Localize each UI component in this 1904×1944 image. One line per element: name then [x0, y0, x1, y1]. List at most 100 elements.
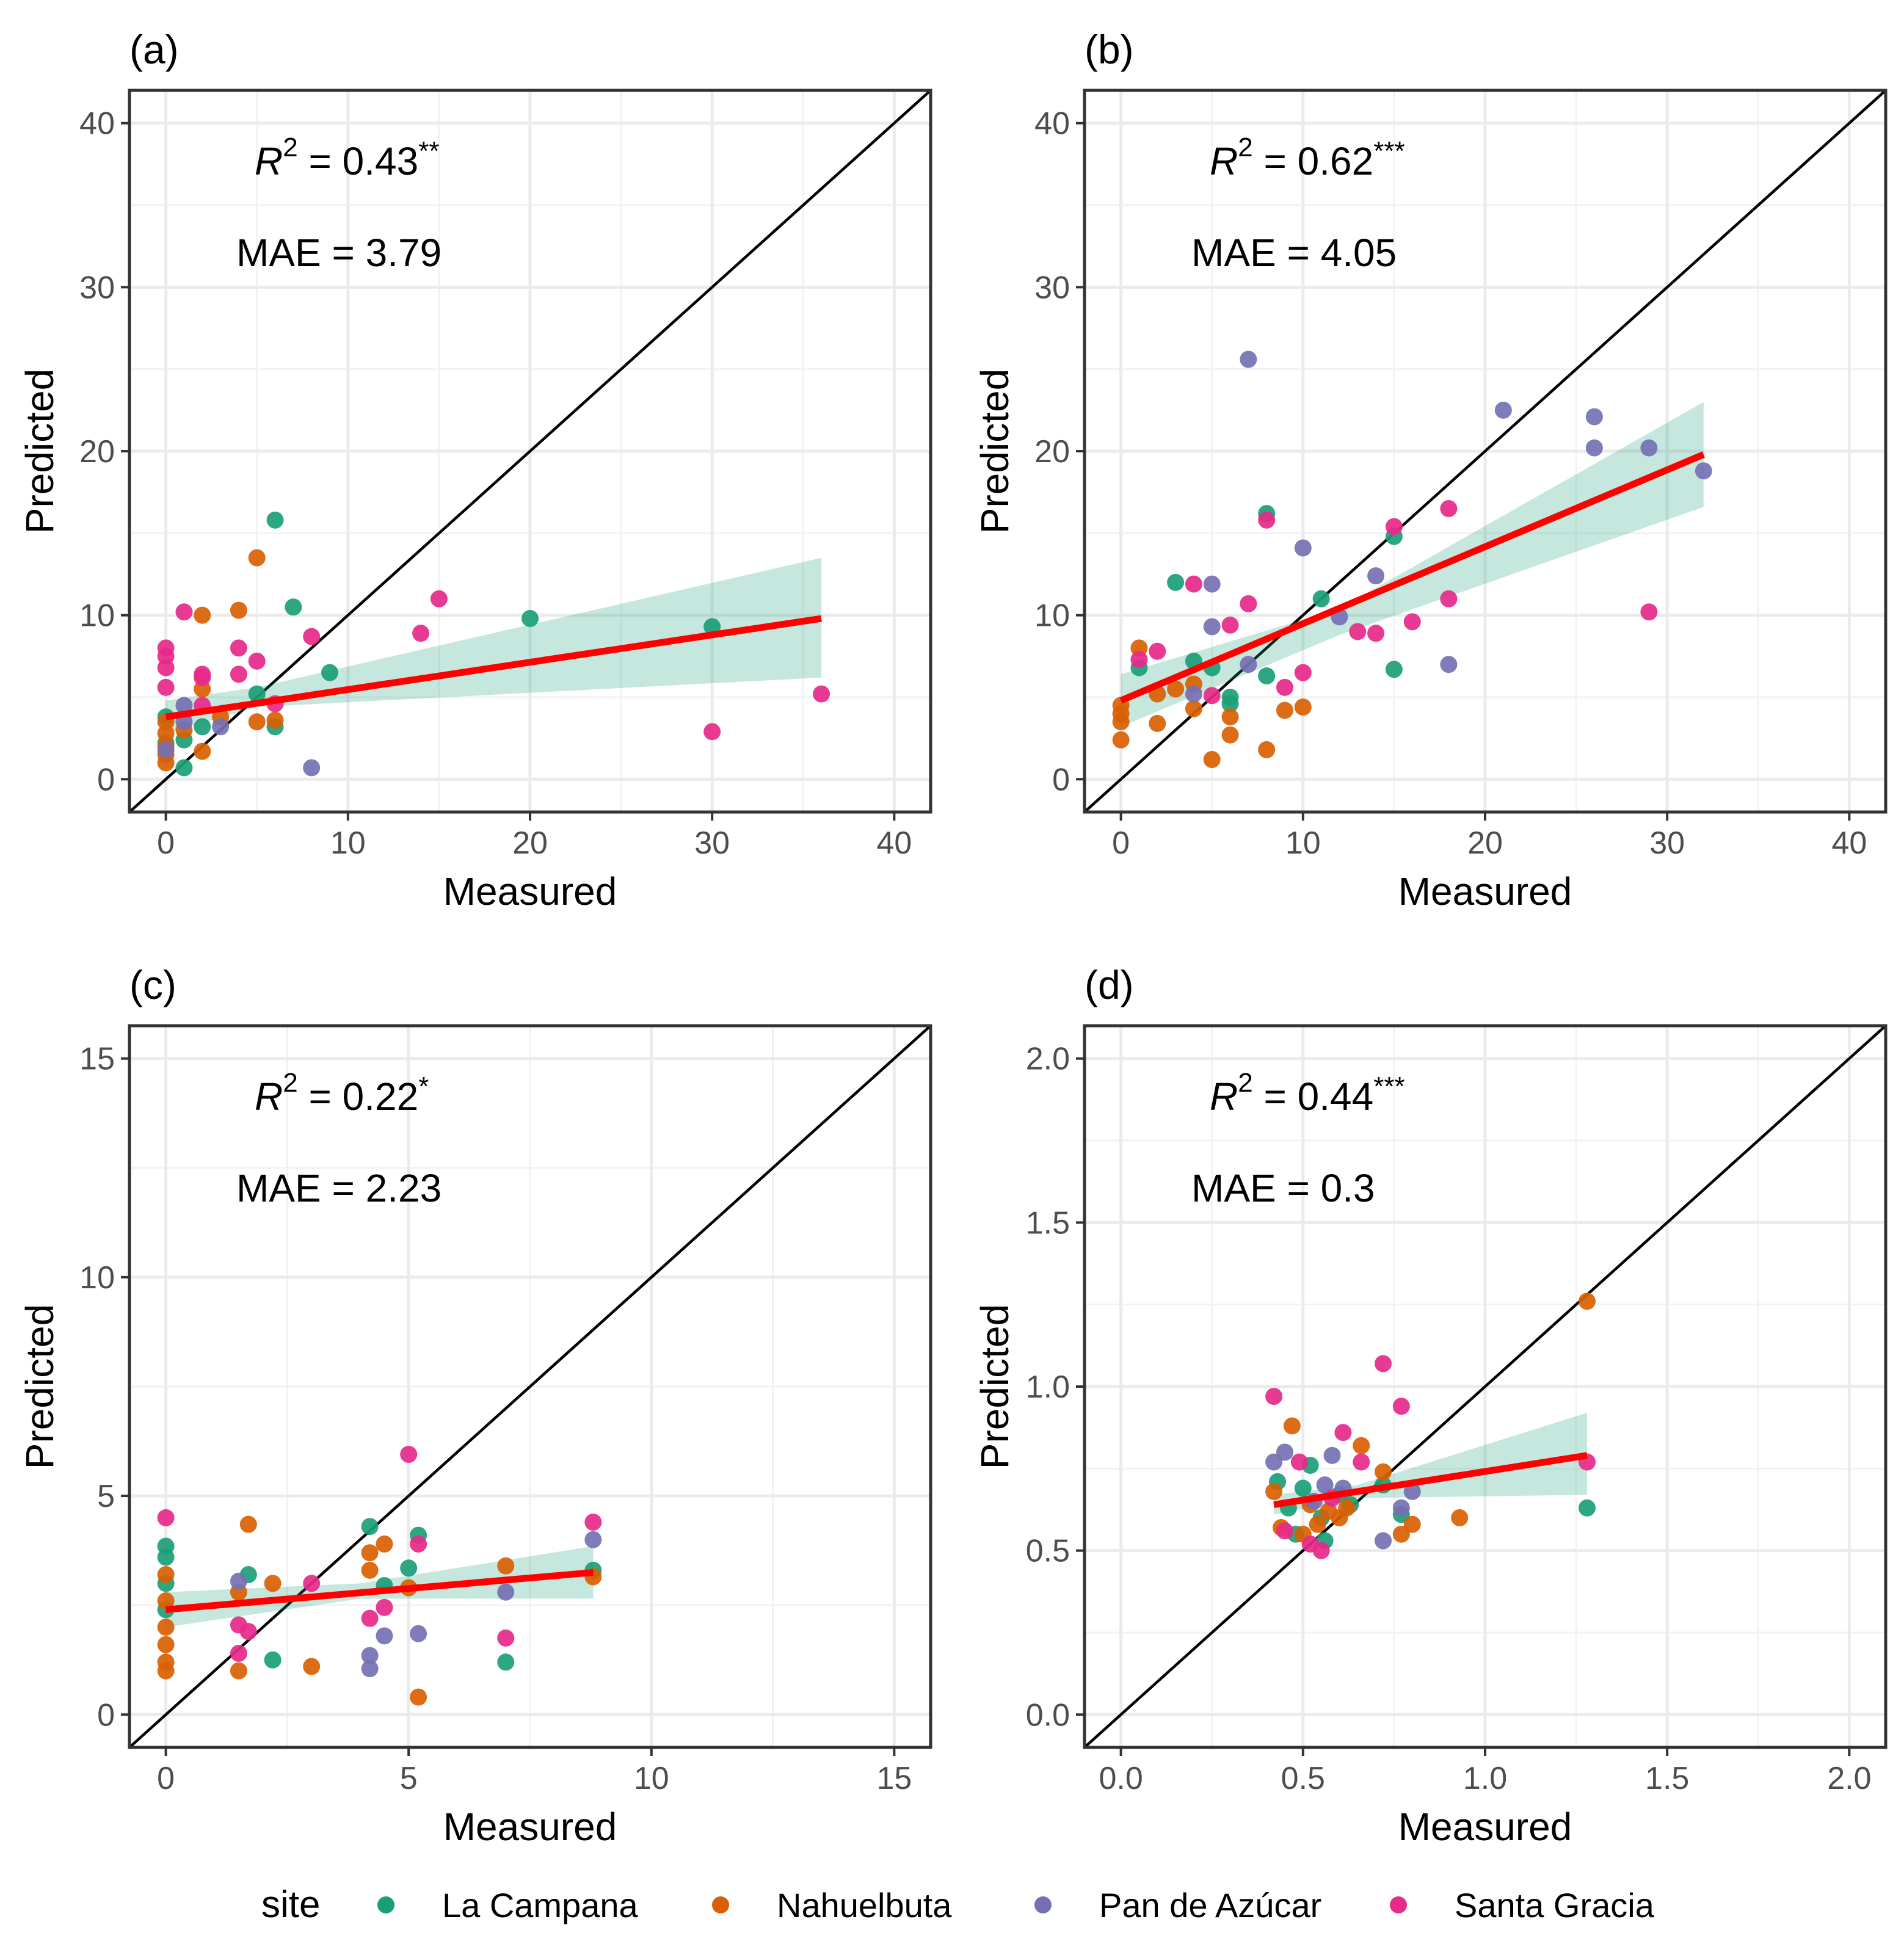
- x-tick-label: 1.0: [1463, 1761, 1507, 1796]
- data-point: [361, 1518, 379, 1536]
- data-point: [175, 759, 193, 777]
- significance-stars: ***: [1373, 136, 1404, 166]
- y-tick-label: 10: [1034, 598, 1070, 634]
- data-point: [230, 666, 247, 683]
- data-point: [264, 1651, 282, 1669]
- mae-value: 3.79: [366, 231, 442, 275]
- data-point: [1312, 590, 1330, 608]
- data-point: [1440, 590, 1458, 608]
- data-point: [1167, 573, 1185, 591]
- data-point: [1149, 642, 1166, 660]
- r2-value: 0.62: [1298, 139, 1374, 183]
- legend-title: site: [261, 1884, 320, 1926]
- data-point: [1403, 613, 1421, 631]
- x-tick-label: 0: [157, 1761, 175, 1796]
- y-tick-label: 5: [97, 1479, 115, 1514]
- data-point: [1221, 708, 1239, 726]
- data-point: [1149, 714, 1166, 732]
- mae-label: MAE: [1191, 1166, 1276, 1210]
- data-point: [1294, 1479, 1312, 1497]
- r2-equals: =: [1253, 139, 1298, 183]
- y-tick-label: 0.5: [1026, 1534, 1070, 1569]
- data-point: [1309, 1515, 1326, 1533]
- x-axis-title: Measured: [443, 869, 617, 913]
- data-point: [1353, 1437, 1370, 1454]
- data-point: [1265, 1453, 1283, 1471]
- data-point: [1385, 518, 1403, 535]
- data-point: [239, 1623, 257, 1641]
- data-point: [212, 718, 230, 736]
- data-point: [248, 549, 266, 567]
- data-point: [248, 713, 266, 731]
- data-point: [1585, 439, 1603, 457]
- data-point: [1294, 539, 1312, 557]
- y-tick-label: 0.0: [1026, 1697, 1070, 1733]
- data-point: [157, 1548, 175, 1566]
- data-point: [1203, 575, 1221, 593]
- y-tick-label: 0: [97, 762, 115, 797]
- data-point: [1403, 1482, 1421, 1500]
- mae-annotation: MAE = 3.79: [236, 231, 441, 275]
- data-point: [497, 1583, 515, 1601]
- r2-annotation: R2 = 0.62***: [1210, 132, 1405, 183]
- data-point: [400, 1559, 418, 1577]
- data-point: [1334, 1424, 1352, 1442]
- identity-line: [129, 1026, 931, 1747]
- regression-line: [1119, 451, 1705, 704]
- data-point: [410, 1625, 427, 1642]
- legend-key: [1390, 1896, 1407, 1913]
- data-point: [248, 685, 266, 703]
- data-point: [157, 741, 175, 758]
- x-tick-label: 0.5: [1281, 1761, 1325, 1796]
- data-point: [1112, 731, 1130, 749]
- data-point: [1283, 1417, 1301, 1435]
- mae-equals: =: [1276, 1166, 1321, 1210]
- plot-area: [1085, 90, 1886, 812]
- data-point: [1640, 603, 1658, 621]
- data-point: [1349, 623, 1367, 640]
- x-tick-label: 40: [876, 825, 912, 861]
- x-tick-label: 20: [1467, 825, 1503, 861]
- r2-equals: =: [298, 139, 343, 183]
- panel-label: (c): [129, 962, 176, 1007]
- data-point: [1585, 408, 1603, 426]
- regression-line: [165, 1569, 594, 1613]
- data-point: [175, 603, 193, 621]
- r2-value: 0.44: [1298, 1075, 1374, 1119]
- panel-b: 0 10 20 30 40 0 10 20 30 40 Measured Predicted (b) R2…: [973, 27, 1888, 913]
- data-point: [584, 1514, 602, 1531]
- x-tick-label: 5: [400, 1761, 418, 1796]
- data-point: [497, 1629, 515, 1647]
- data-point: [239, 1515, 257, 1533]
- data-point: [1258, 667, 1276, 685]
- data-point: [157, 678, 175, 696]
- data-point: [194, 718, 211, 736]
- data-point: [1112, 713, 1130, 731]
- r2-symbol: R: [255, 1075, 283, 1119]
- x-tick-label: 10: [330, 825, 366, 861]
- mae-annotation: MAE = 4.05: [1191, 231, 1397, 275]
- y-tick-label: 0: [97, 1697, 115, 1733]
- data-point: [376, 1598, 393, 1616]
- data-point: [497, 1653, 515, 1671]
- data-point: [497, 1557, 515, 1575]
- data-point: [285, 598, 302, 616]
- data-point: [1203, 751, 1221, 769]
- mae-annotation: MAE = 2.23: [236, 1166, 441, 1210]
- data-point: [157, 1636, 175, 1653]
- data-point: [1367, 625, 1385, 642]
- data-point: [1375, 1463, 1392, 1481]
- data-point: [1338, 1499, 1356, 1517]
- data-point: [1578, 1499, 1596, 1517]
- r2-annotation: R2 = 0.22*: [255, 1068, 429, 1119]
- mae-value: 0.3: [1321, 1166, 1375, 1210]
- data-point: [1290, 1453, 1308, 1471]
- mae-equals: =: [321, 231, 366, 275]
- panel-c: 0 5 10 15 0 5 10 15 Measured Predicted (c) R2 = 0.2…: [18, 962, 932, 1849]
- data-point: [1221, 726, 1239, 744]
- y-tick-label: 2.0: [1026, 1042, 1070, 1077]
- r2-equals: =: [298, 1075, 343, 1119]
- y-tick-label: 1.5: [1026, 1205, 1070, 1241]
- legend-key: [1034, 1896, 1052, 1913]
- data-point: [1221, 616, 1239, 634]
